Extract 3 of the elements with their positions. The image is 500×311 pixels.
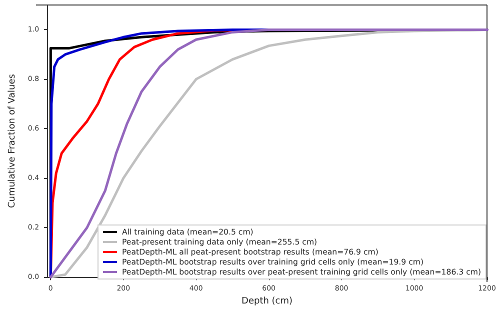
x-axis-title: Depth (cm) — [242, 296, 293, 306]
y-axis-title: Cumulative Fraction of Values — [8, 74, 18, 208]
line-series — [49, 28, 488, 278]
